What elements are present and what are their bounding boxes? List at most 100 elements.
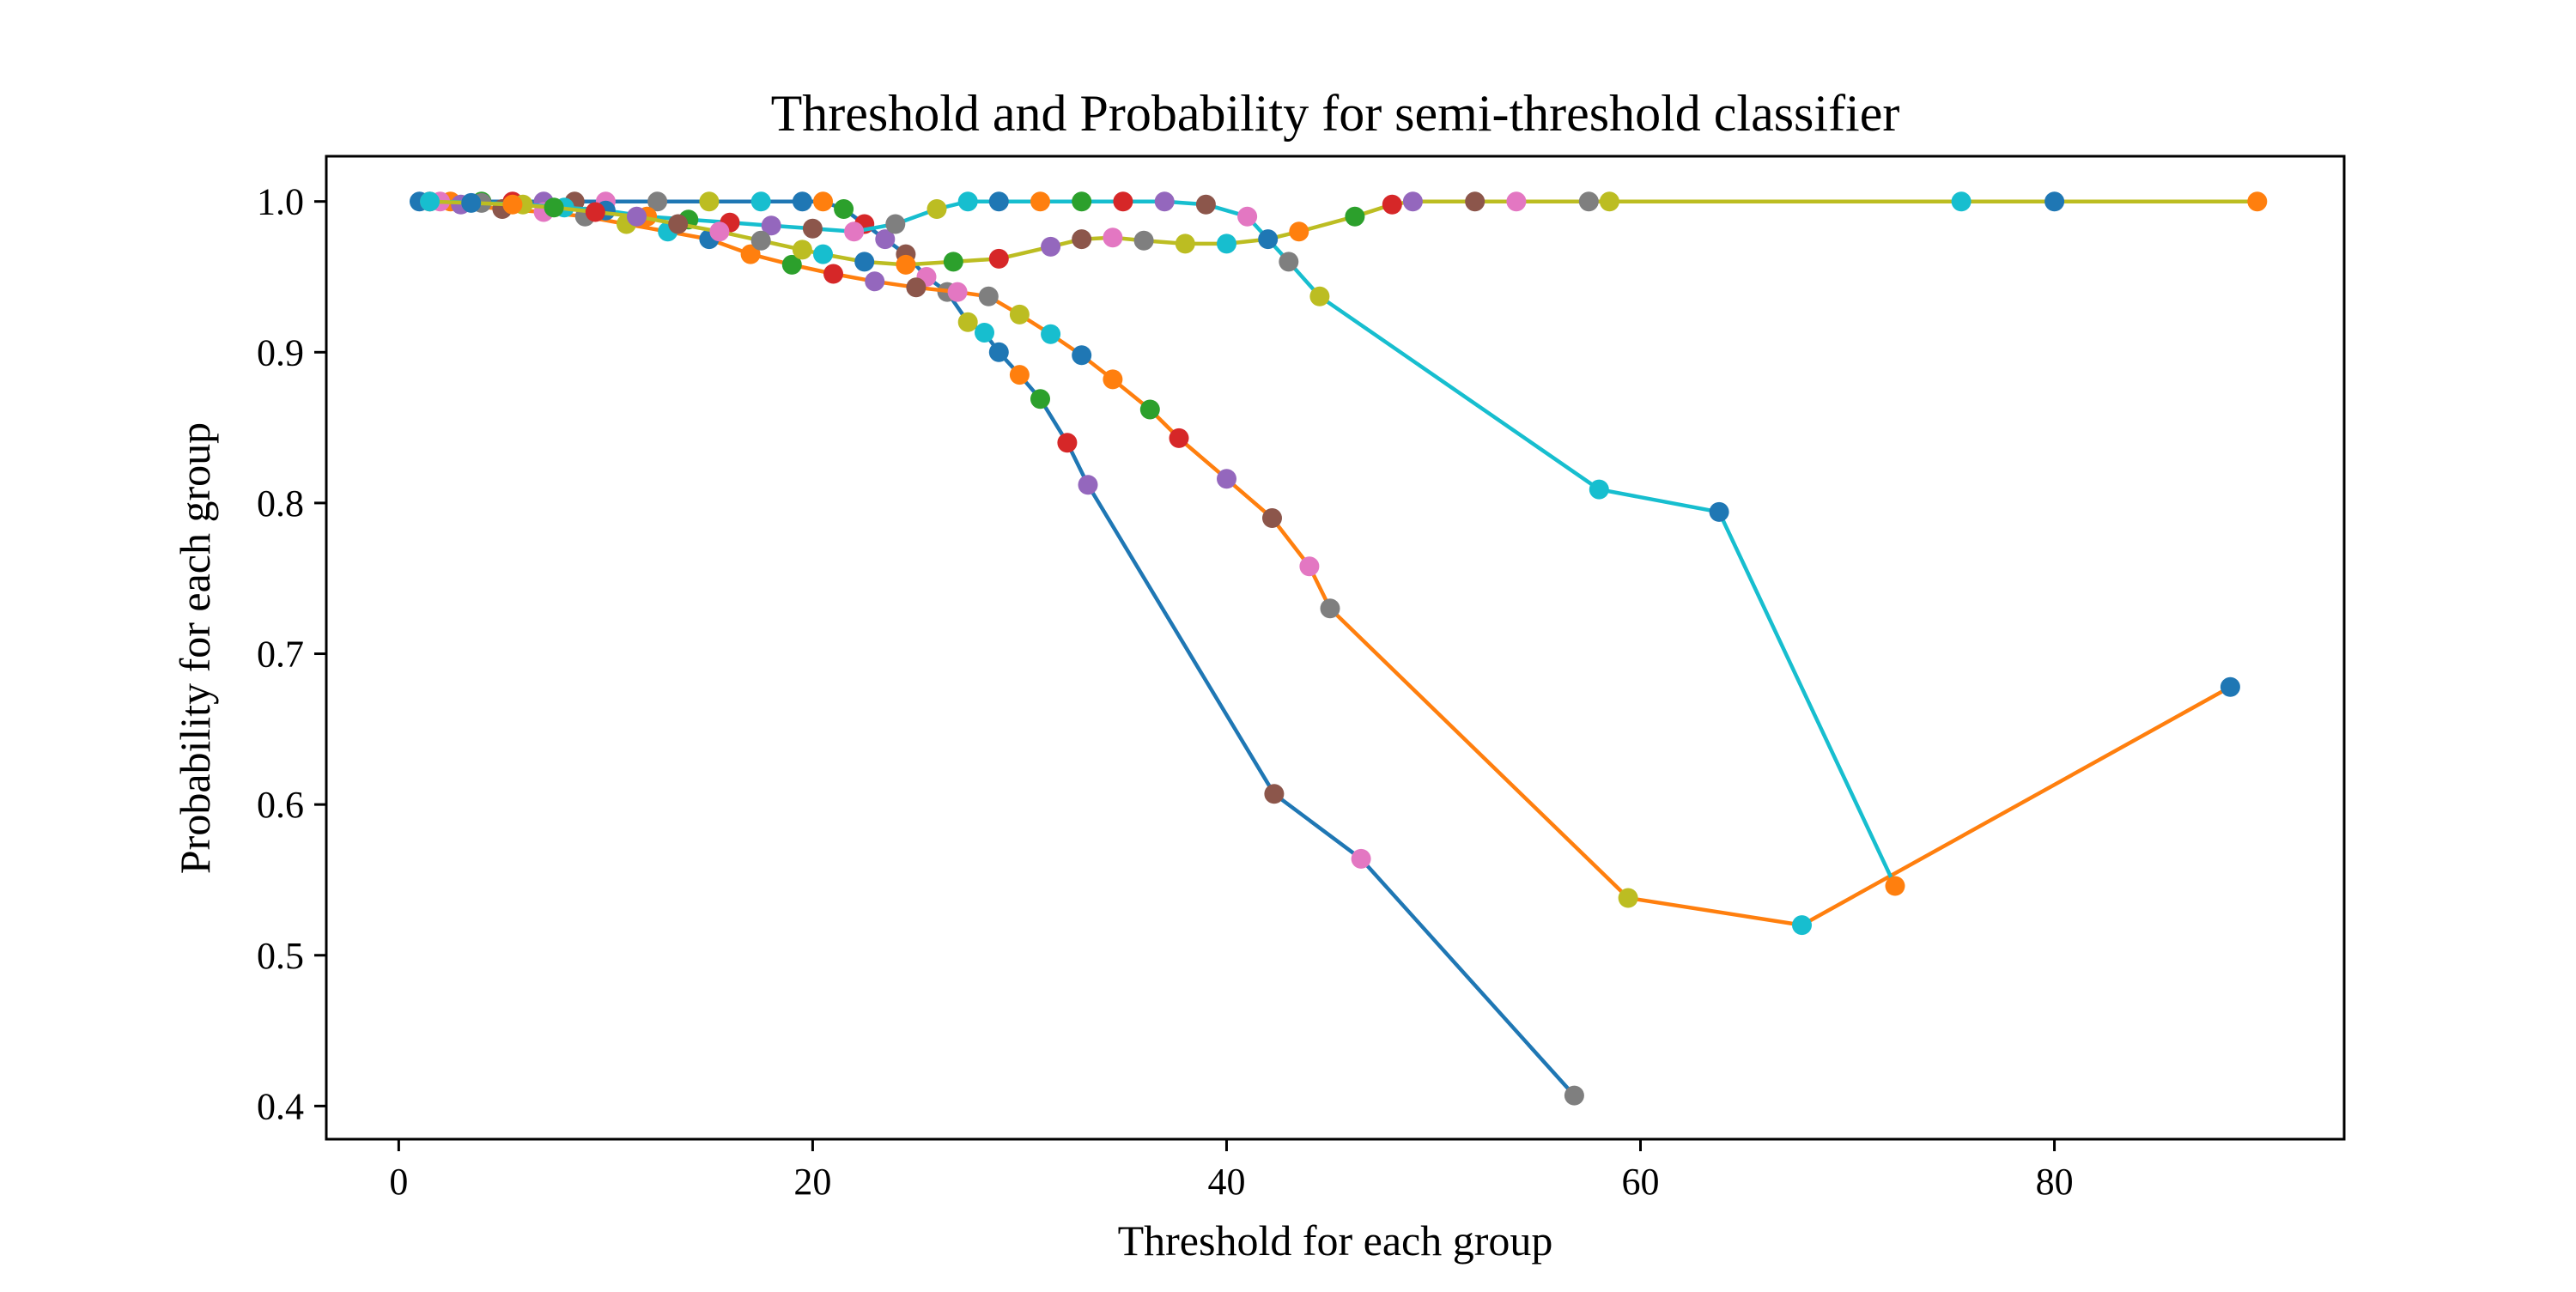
data-point [834, 199, 854, 219]
data-point [781, 254, 802, 275]
data-point [1103, 227, 1123, 248]
x-axis: 0 20 40 60 80 [389, 1139, 2074, 1203]
data-point [1465, 191, 1485, 212]
data-point [854, 252, 875, 272]
data-point [1041, 324, 1061, 344]
data-point [802, 218, 823, 239]
data-point [668, 214, 689, 234]
x-tick-label: 20 [793, 1161, 831, 1203]
data-point [2220, 676, 2240, 697]
series-4 [420, 191, 2268, 275]
data-point [1709, 501, 1729, 522]
data-point [875, 229, 896, 250]
data-point [943, 252, 963, 272]
data-point [1792, 915, 1812, 936]
data-point [1345, 206, 1365, 227]
x-tick-label: 80 [2036, 1161, 2074, 1203]
data-point [988, 248, 1009, 269]
data-point [2247, 191, 2268, 212]
data-point [1618, 888, 1638, 908]
data-point [957, 312, 978, 332]
chart-title: Threshold and Probability for semi-thres… [771, 85, 1900, 142]
data-point [420, 191, 440, 212]
data-point [1279, 252, 1299, 272]
data-point [1589, 479, 1609, 500]
data-point [1599, 191, 1619, 212]
data-point [865, 271, 885, 292]
data-point [761, 215, 781, 236]
series-3 [430, 191, 1905, 896]
data-point [1057, 433, 1078, 453]
data-point [1237, 206, 1258, 227]
data-point [927, 199, 947, 219]
data-point [1351, 848, 1371, 869]
data-point [1951, 191, 1971, 212]
y-tick-label: 0.4 [257, 1085, 304, 1127]
series-3-line [440, 199, 1898, 887]
data-point [1078, 475, 1098, 495]
data-point [1382, 194, 1402, 215]
data-point [1030, 389, 1050, 409]
data-point [1041, 236, 1061, 257]
y-tick-label: 0.7 [257, 634, 304, 676]
data-point [813, 191, 833, 212]
data-point [947, 282, 968, 302]
data-point [1217, 234, 1236, 254]
data-point [1299, 556, 1320, 577]
data-point [792, 191, 812, 212]
data-point [1578, 191, 1599, 212]
series-1 [410, 191, 1584, 1106]
data-point [1113, 191, 1133, 212]
data-point [740, 244, 761, 264]
data-point [750, 191, 771, 212]
data-point [1103, 369, 1123, 390]
data-point [1072, 229, 1092, 250]
data-point [1309, 286, 1330, 306]
data-point [906, 277, 927, 298]
x-tick-label: 0 [389, 1161, 408, 1203]
series-layer [410, 191, 2268, 1106]
data-point [1169, 428, 1189, 448]
data-point [544, 197, 564, 218]
data-point [1564, 1085, 1584, 1106]
data-point [844, 221, 865, 242]
series-1-line [419, 199, 1577, 1097]
data-point [1009, 304, 1030, 325]
data-point [1258, 229, 1279, 250]
data-point [975, 323, 994, 343]
y-tick-label: 0.5 [257, 935, 304, 977]
y-tick-label: 1.0 [257, 181, 304, 223]
data-point [1072, 345, 1092, 366]
y-tick-label: 0.6 [257, 784, 304, 826]
data-point [1195, 194, 1216, 215]
data-point [1009, 365, 1030, 385]
y-axis-label: Probability for each group [171, 422, 219, 874]
y-axis: 0.4 0.5 0.6 0.7 0.8 0.9 1.0 [257, 181, 326, 1127]
data-point [1154, 191, 1175, 212]
data-point [988, 191, 1009, 212]
data-point [502, 194, 523, 215]
data-point [1320, 598, 1340, 619]
data-point [1402, 191, 1423, 212]
data-point [1030, 191, 1050, 212]
y-tick-label: 0.8 [257, 482, 304, 525]
data-point [709, 221, 730, 242]
data-point [813, 244, 833, 264]
series-2-line [429, 199, 2232, 927]
plot-frame [325, 155, 2346, 1141]
data-point [1133, 230, 1154, 251]
data-point [957, 191, 978, 212]
data-point [1139, 399, 1160, 420]
data-point [1264, 784, 1285, 804]
data-point [461, 192, 482, 213]
y-tick-label: 0.9 [257, 331, 304, 373]
data-point [823, 264, 843, 284]
data-point [1072, 191, 1092, 212]
data-point [1885, 876, 1905, 896]
data-point [1289, 221, 1309, 242]
data-point [1262, 508, 1282, 528]
x-axis-label: Threshold for each group [1118, 1216, 1553, 1265]
data-point [1506, 191, 1527, 212]
